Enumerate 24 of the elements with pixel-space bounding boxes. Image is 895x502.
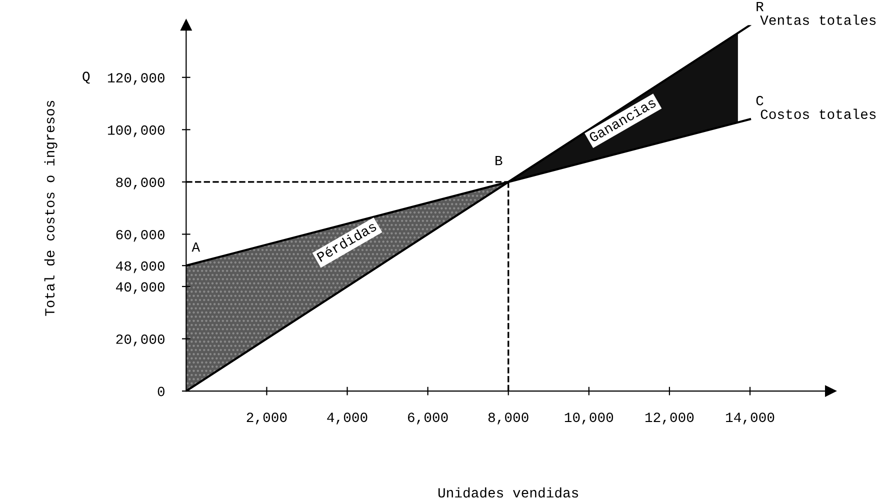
x-tick-label: 6,000 [408,412,448,424]
y-tick-label: 20,000 [116,334,164,346]
x-tick-label: 14,000 [726,412,774,424]
series-label: Ventas totales [760,14,876,25]
x-tick-label: 2,000 [246,412,287,424]
text: Q [82,72,90,84]
annotation: A [192,242,200,252]
y-tick-label: 120,000 [108,73,164,85]
annotation: C [756,96,764,106]
y-tick-label: 48,000 [116,261,164,274]
y-tick-label: 60,000 [116,230,164,242]
y-tick-label: 0 [158,386,164,396]
series-label: Costos totales [760,108,876,120]
x-tick-label: 12,000 [645,412,694,424]
y-tick-label: 100,000 [108,125,164,138]
annotation: R [756,2,764,12]
x-tick-label: 8,000 [488,412,528,424]
annotation: B [496,156,502,166]
x-tick-label: 10,000 [564,412,614,424]
x-tick-label: 4,000 [327,412,368,424]
x-axis-title: Unidades vendidas [438,487,578,498]
y-axis-title: Total de costos o ingresos [44,100,58,316]
y-tick-label: 80,000 [116,178,164,190]
y-tick-label: 40,000 [116,282,164,294]
